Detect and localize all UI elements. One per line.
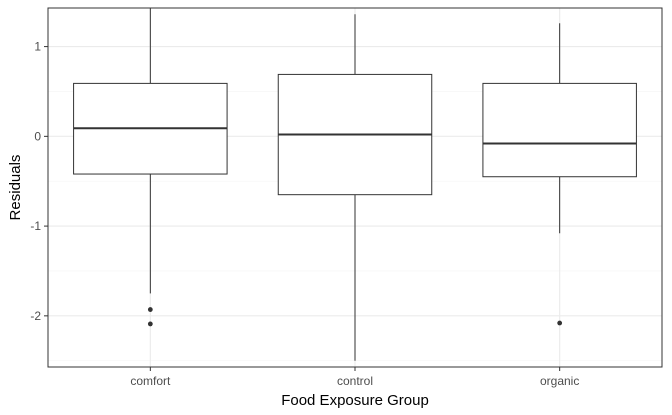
outlier-point	[147, 307, 153, 312]
outlier-point	[147, 321, 153, 327]
iqr-box	[482, 82, 637, 178]
box-organic	[482, 23, 637, 326]
y-tick-label: -2	[30, 309, 41, 323]
box-control	[277, 14, 433, 361]
y-tick-label: -1	[30, 219, 41, 233]
x-axis: comfort control organic	[130, 367, 579, 388]
y-axis-title: Residuals	[7, 155, 24, 221]
x-tick-label: organic	[540, 374, 579, 388]
outlier-point	[557, 320, 563, 326]
box-comfort	[73, 8, 228, 327]
y-tick-label: 1	[34, 40, 41, 54]
y-axis: -2 -1 0 1	[30, 40, 48, 323]
x-tick-label: control	[337, 374, 373, 388]
boxes-layer	[73, 8, 637, 361]
y-tick-label: 0	[34, 129, 41, 143]
x-tick-label: comfort	[130, 374, 171, 388]
x-axis-title: Food Exposure Group	[281, 392, 429, 409]
